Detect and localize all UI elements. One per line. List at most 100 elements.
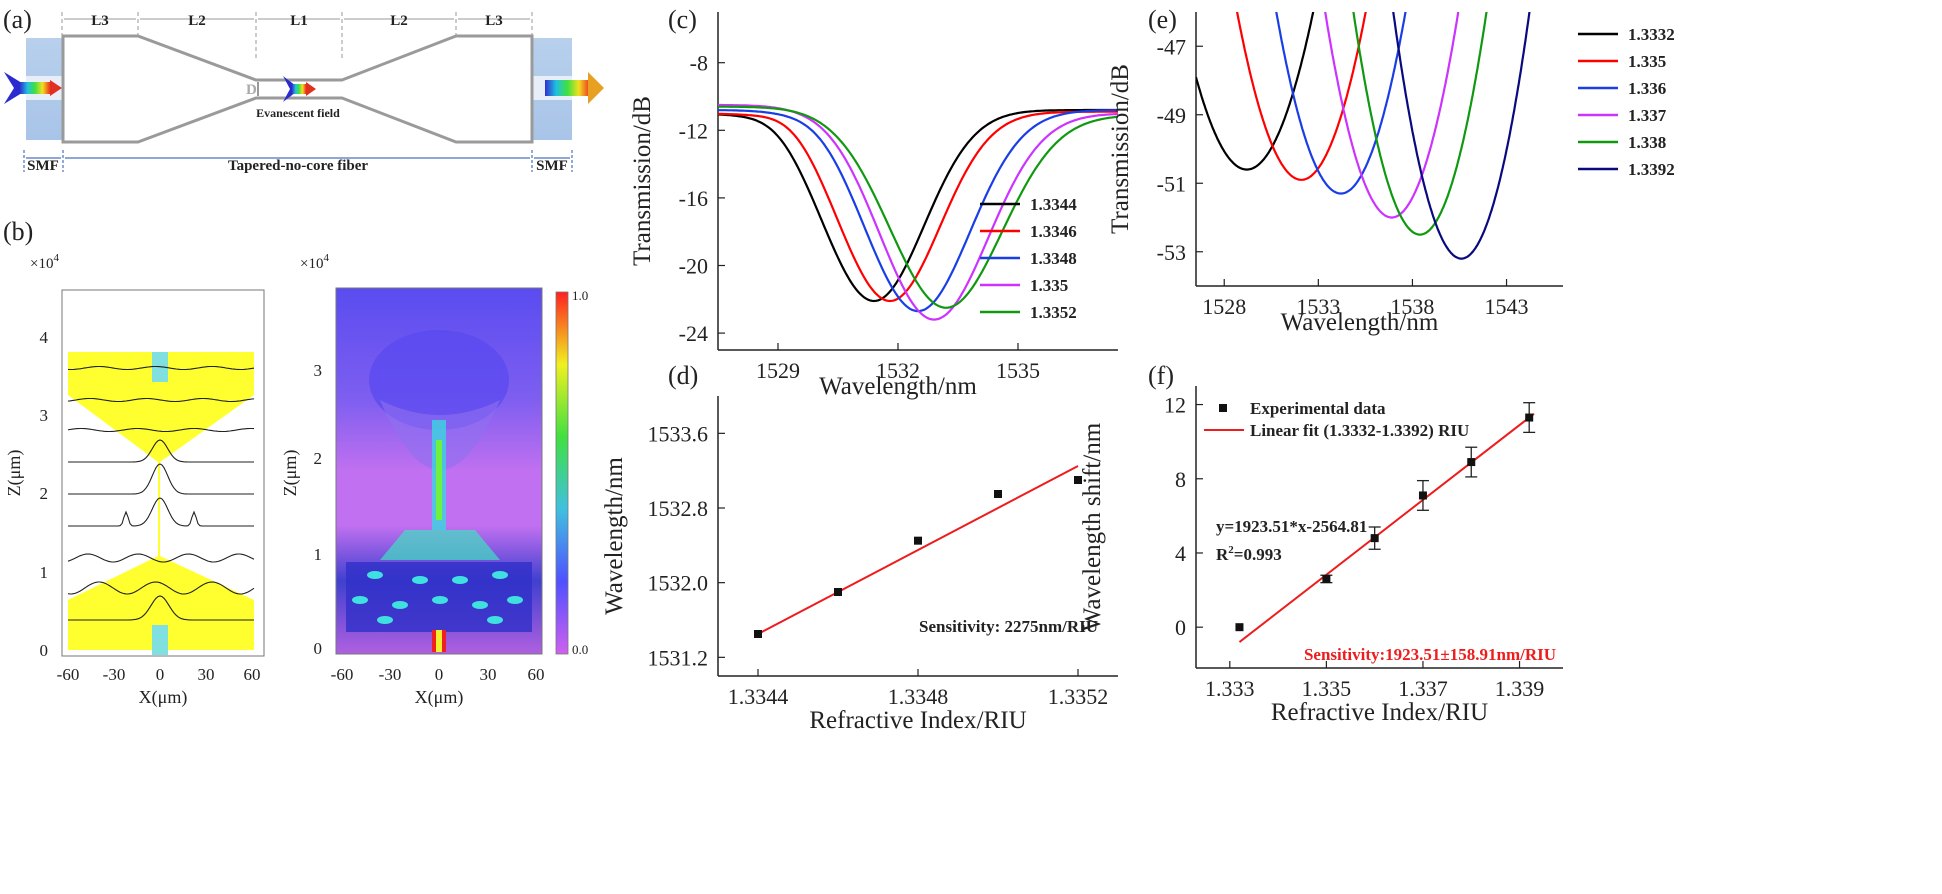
x-tick-label: 1538 — [1390, 294, 1434, 319]
left-plot-frame — [61, 289, 265, 657]
series-line — [1236, 12, 1367, 181]
left-x-tick: 0 — [156, 665, 165, 684]
y-tick-label: 1532.8 — [648, 496, 709, 521]
left-x-tick: -30 — [103, 665, 126, 684]
panel-label: (d) — [668, 361, 698, 390]
right-x-tick: 60 — [528, 665, 545, 684]
chart-panels: (c) 1529 1532 1535 -8 -12 -16 -20 -24 Wavelength/… — [601, 5, 1675, 734]
field-hotspot — [452, 576, 468, 584]
center-light-arrow — [283, 76, 300, 102]
r-squared: R2=0.993 — [1216, 544, 1282, 564]
y-tick-label: -20 — [679, 254, 708, 279]
series-line — [1352, 12, 1488, 236]
diameter-label: D — [246, 82, 257, 98]
field-trace — [67, 427, 255, 433]
y-tick-label: -12 — [679, 118, 708, 143]
legend-entry: 1.336 — [1628, 79, 1666, 98]
chart-c: (c) 1529 1532 1535 -8 -12 -16 -20 -24 Wavelength/… — [629, 5, 1118, 400]
y-tick-label: -51 — [1157, 171, 1186, 196]
right-x-tick: -60 — [331, 665, 354, 684]
data-point — [1418, 491, 1427, 500]
legend-entry: 1.3332 — [1628, 25, 1675, 44]
x-axis-label: Wavelength/nm — [819, 373, 977, 400]
y-axis-label: Wavelength/nm — [601, 457, 628, 615]
left-x-tick: 30 — [198, 665, 215, 684]
fiber-label: Tapered-no-core fiber — [228, 158, 368, 174]
legend-marker — [1219, 404, 1227, 412]
smf-left-label: SMF — [27, 158, 59, 174]
panel-a-label: (a) — [3, 5, 32, 34]
series-line — [1196, 12, 1315, 171]
x-tick-label: 1535 — [996, 358, 1040, 383]
x-tick-label: 1.339 — [1495, 676, 1545, 701]
left-y-tick: 2 — [40, 484, 49, 503]
x-tick-label: 1.335 — [1302, 676, 1352, 701]
field-trace — [67, 365, 255, 371]
data-point — [1525, 413, 1534, 422]
legend-entry: 1.3348 — [1030, 249, 1077, 268]
y-tick-label: 8 — [1175, 467, 1186, 492]
series-line — [718, 105, 1118, 309]
left-x-tick: 60 — [244, 665, 261, 684]
right-y-ticks: 0 1 2 3 — [314, 361, 323, 658]
y-tick-label: 1532.0 — [648, 571, 709, 596]
x-axis-label: Refractive Index/RIU — [809, 707, 1026, 734]
field-trace — [67, 397, 255, 403]
legend-entry: Linear fit (1.3332-1.3392) RIU — [1250, 421, 1469, 440]
y-tick-label: 4 — [1175, 541, 1186, 566]
left-x-tick: -60 — [57, 665, 80, 684]
chart-d: (d) 1.3344 1.3348 1.3352 1531.2 1532.0 1532.8 1… — [601, 361, 1118, 734]
x-tick-label: 1.337 — [1398, 676, 1448, 701]
left-ylabel: Z(μm) — [4, 450, 25, 497]
left-y-tick: 4 — [40, 328, 49, 347]
field-hotspot — [487, 616, 503, 624]
left-y-tick: 3 — [40, 406, 49, 425]
y-tick-label: -24 — [679, 321, 708, 346]
series-line — [1324, 12, 1460, 219]
field-profile-yellow — [68, 352, 254, 650]
legend-entry: 1.3352 — [1030, 303, 1077, 322]
left-multiplier: ×104 — [30, 252, 59, 272]
colorbar-min: 0.0 — [572, 642, 588, 657]
plot-area — [1235, 402, 1536, 643]
panel-label: (e) — [1148, 5, 1177, 34]
colorbar-max: 1.0 — [572, 288, 588, 303]
legend-entry: 1.3392 — [1628, 160, 1675, 179]
series-line — [718, 108, 1118, 303]
segment-L2-right: L2 — [390, 13, 408, 29]
x-tick-label: 1.3344 — [728, 684, 789, 709]
y-tick-label: 1533.6 — [648, 421, 709, 446]
output-light-arrow — [545, 80, 590, 96]
right-y-tick: 0 — [314, 639, 323, 658]
field-trace — [68, 497, 254, 527]
x-axis-label: Refractive Index/RIU — [1271, 699, 1488, 726]
legend-entry: 1.3346 — [1030, 222, 1077, 241]
data-point — [1467, 458, 1476, 467]
x-tick-label: 1529 — [756, 358, 800, 383]
field-traces — [67, 365, 255, 621]
fit-line — [1238, 413, 1535, 643]
y-tick-label: -8 — [690, 51, 708, 76]
right-y-tick: 3 — [314, 361, 323, 380]
segment-L3-right: L3 — [485, 13, 503, 29]
series-line — [1392, 12, 1531, 260]
sensitivity-annotation: Sensitivity: 2275nm/RIU — [919, 617, 1098, 636]
sensitivity-annotation: Sensitivity:1923.51±158.91nm/RIU — [1304, 645, 1556, 664]
left-y-ticks: 0 1 2 3 4 — [40, 328, 49, 660]
y-tick-label: -16 — [679, 186, 708, 211]
colorbar — [555, 291, 569, 655]
field-hotspot — [492, 571, 508, 579]
legend-entry: Experimental data — [1250, 399, 1386, 418]
field-trace — [68, 595, 254, 621]
field-hotspot — [432, 596, 448, 604]
right-x-tick: 30 — [480, 665, 497, 684]
y-axis-label: Wavelength shift/nm — [1079, 422, 1106, 631]
evanescent-label: Evanescent field — [256, 106, 340, 120]
x-tick-label: 1.3352 — [1048, 684, 1109, 709]
left-xlabel: X(μm) — [139, 687, 188, 708]
field-hotspot — [367, 571, 383, 579]
legend-entry: 1.3344 — [1030, 195, 1077, 214]
panel-b: (b) ×104 ×104 0 1 2 3 4 -60 -30 0 30 60 … — [3, 217, 588, 708]
